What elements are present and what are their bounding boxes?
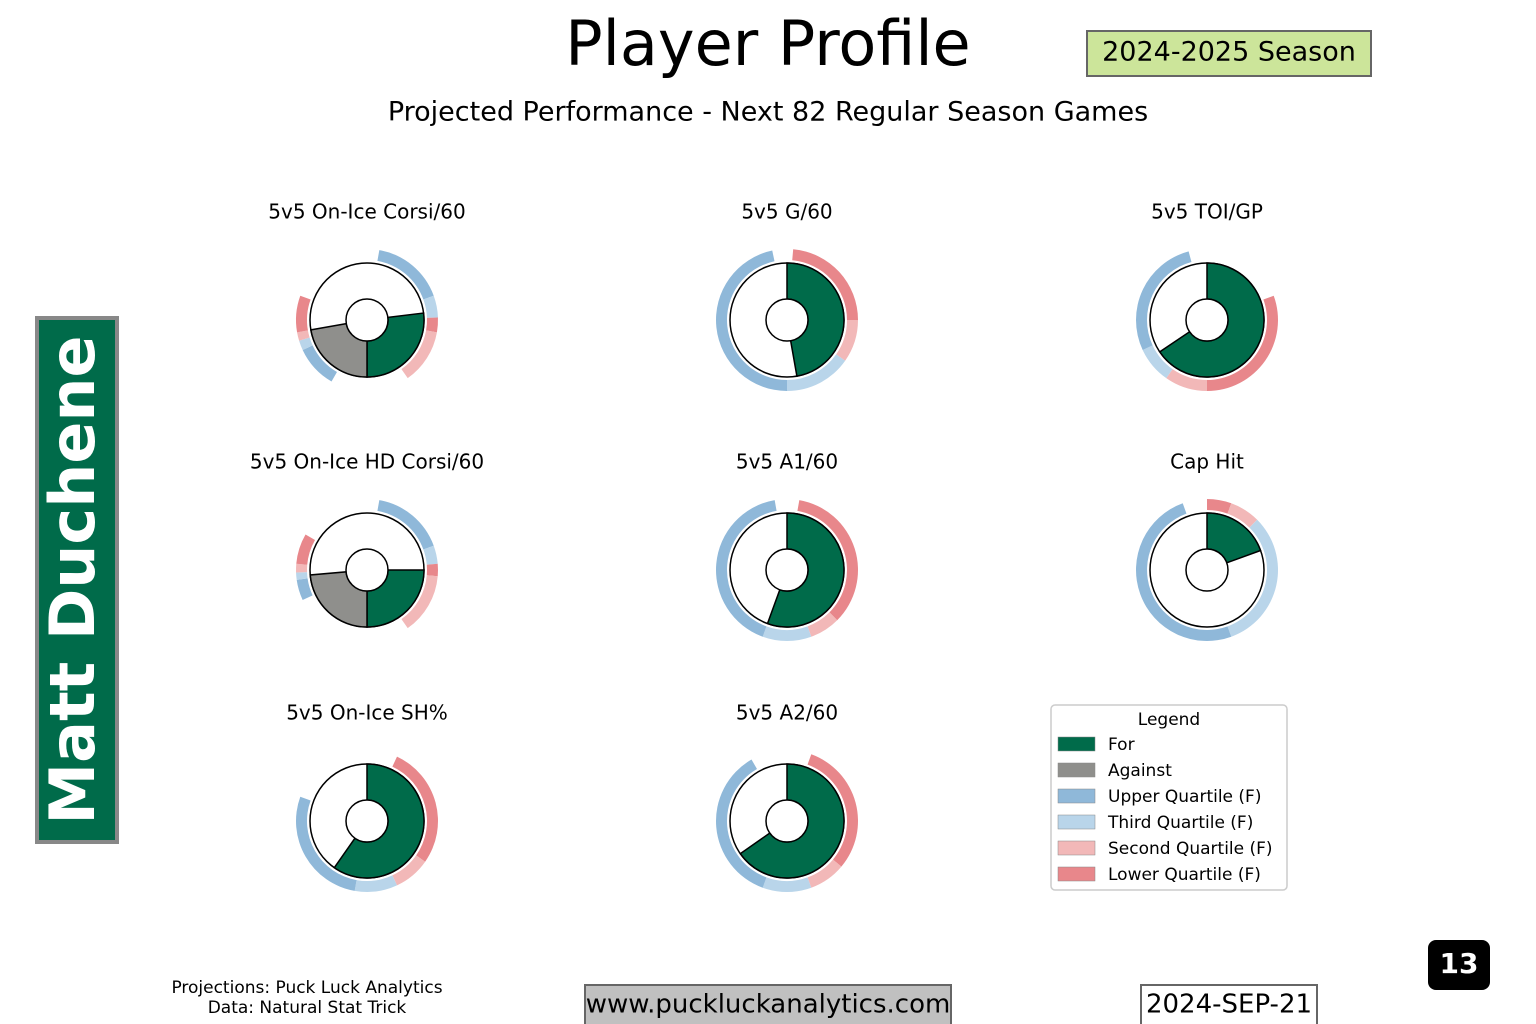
quartile-arc [423, 295, 438, 318]
quartile-arc [296, 796, 357, 891]
donut-hole [765, 799, 809, 843]
quartile-arc [807, 612, 838, 637]
quartile-arc [715, 500, 777, 637]
donut-hole [765, 298, 809, 342]
quartile-arc [296, 563, 308, 573]
quartile-arc [807, 754, 859, 867]
chart-title: Cap Hit [1170, 450, 1244, 474]
legend-swatch [1057, 866, 1096, 882]
donut-hole [1185, 298, 1229, 342]
date: 2024-SEP-21 [1146, 990, 1312, 1020]
page-number-badge [1428, 940, 1490, 990]
donut-hole [1185, 548, 1229, 592]
legend-box [1050, 704, 1288, 891]
legend-swatch [1057, 840, 1096, 856]
quartile-arc [377, 500, 434, 550]
chart-title: 5v5 On-Ice Corsi/60 [268, 200, 465, 224]
legend-label: Third Quartile (F) [1107, 813, 1253, 833]
quartile-arc [716, 759, 767, 888]
quartile-arc [296, 572, 308, 580]
quartile-arc [377, 250, 434, 300]
quartile-arc [297, 330, 310, 341]
website-box [584, 984, 952, 1024]
donut-hole [345, 799, 389, 843]
player-name: Matt Duchene [36, 335, 109, 824]
quartile-arc [1135, 251, 1192, 351]
legend-swatch [1057, 788, 1096, 804]
quartile-arc [836, 320, 858, 361]
donut-hole [765, 548, 809, 592]
quartile-arc [426, 317, 438, 333]
website: www.puckluckanalytics.com [586, 990, 951, 1020]
quartile-arc [797, 500, 858, 621]
quartile-arc [302, 345, 337, 382]
quartile-arc [296, 534, 316, 565]
legend-swatch [1057, 762, 1096, 778]
quartile-arc [1207, 295, 1278, 391]
chart-title: 5v5 A2/60 [736, 701, 838, 725]
credit: Data: Natural Stat Trick [208, 998, 407, 1018]
credit: Projections: Puck Luck Analytics [171, 978, 442, 998]
legend-label: For [1108, 735, 1135, 755]
quartile-arc [1166, 369, 1207, 391]
quartile-arc [762, 877, 812, 893]
quartile-arc [716, 250, 787, 391]
chart-title: 5v5 G/60 [741, 200, 832, 224]
quartile-arc [296, 578, 313, 601]
season: 2024-2025 Season [1102, 37, 1356, 68]
quartile-arc [792, 249, 858, 320]
quartile-arc [807, 859, 842, 888]
legend-swatch [1057, 736, 1096, 752]
quartile-arc [401, 330, 437, 379]
quartile-arc [354, 875, 398, 893]
quartile-arc [787, 354, 846, 391]
legend-swatch [1057, 814, 1096, 830]
quartile-arc [1227, 503, 1258, 528]
page-number: 13 [1440, 947, 1479, 980]
date-box [1140, 984, 1318, 1024]
legend-label: Against [1108, 761, 1172, 781]
legend-label: Lower Quartile (F) [1108, 865, 1261, 885]
quartile-arc [299, 337, 313, 351]
chart-title: 5v5 On-Ice HD Corsi/60 [250, 450, 484, 474]
legend-title: Legend [1138, 710, 1200, 730]
quartile-arc [1142, 345, 1173, 379]
quartile-arc [426, 563, 438, 577]
page-title: Player Profile [565, 7, 970, 80]
quartile-arc [296, 295, 311, 333]
donut-hole [345, 298, 389, 342]
subtitle: Projected Performance - Next 82 Regular … [388, 97, 1148, 128]
quartile-arc [1207, 499, 1232, 514]
chart-title: 5v5 TOI/GP [1151, 200, 1263, 224]
quartile-arc [392, 855, 426, 886]
quartile-arc [762, 626, 812, 642]
season-badge [1086, 30, 1372, 77]
player-box [35, 316, 119, 844]
quartile-arc [423, 545, 438, 565]
quartile-arc [401, 575, 438, 629]
quartile-arc [1227, 519, 1279, 637]
chart-title: 5v5 On-Ice SH% [286, 701, 448, 725]
donut-hole [345, 548, 389, 592]
quartile-arc [392, 756, 438, 862]
chart-title: 5v5 A1/60 [736, 450, 838, 474]
legend-label: Second Quartile (F) [1108, 839, 1273, 859]
legend-label: Upper Quartile (F) [1108, 787, 1261, 807]
